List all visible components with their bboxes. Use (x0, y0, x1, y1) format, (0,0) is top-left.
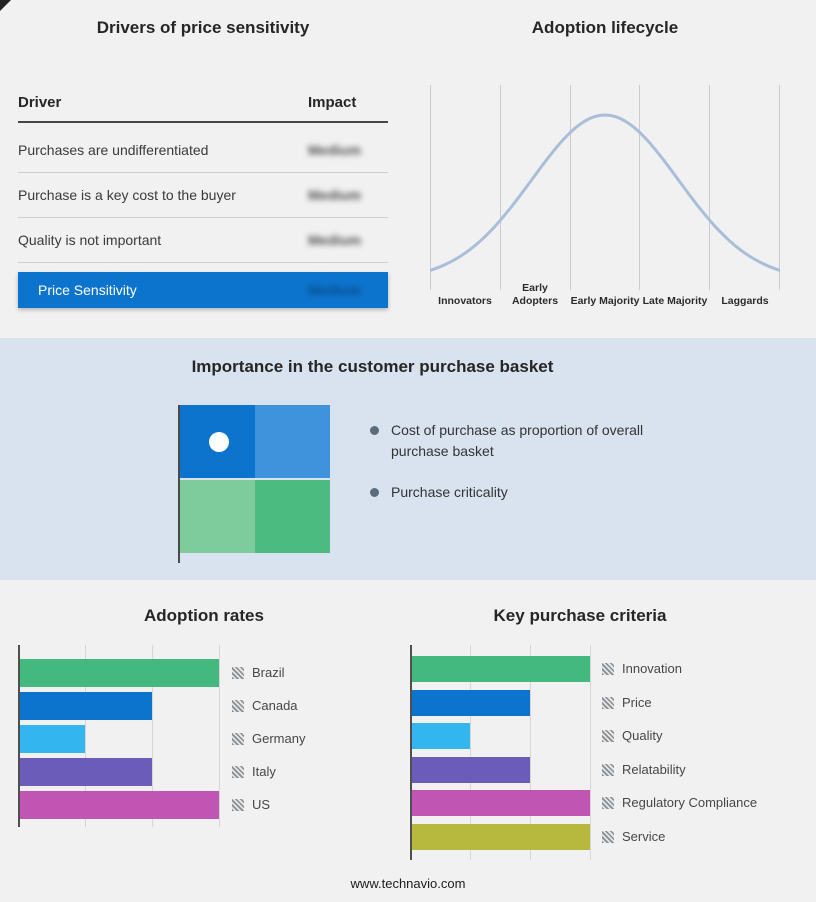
bar-gridline (590, 645, 591, 860)
price-sensitivity-panel: Drivers of price sensitivity Driver Impa… (18, 12, 388, 312)
legend-label: Relatability (622, 761, 686, 777)
bar-gridline (152, 645, 153, 827)
quadrant-cell-top-right (255, 405, 330, 478)
table-body: Purchases are undifferentiated Medium Purc… (18, 128, 388, 263)
impact-column-header: Impact (308, 94, 357, 111)
legend-label: US (252, 797, 271, 812)
bullet-item: Cost of purchase as proportion of overal… (370, 420, 655, 462)
bar-gridline (530, 645, 531, 860)
lifecycle-category-label: Laggards (721, 294, 769, 307)
legend-swatch-icon (602, 763, 614, 776)
lifecycle-category-label: Late Majority (642, 294, 708, 307)
summary-impact-redacted: Medium (308, 282, 361, 298)
lifecycle-gridline (709, 85, 711, 290)
lifecycle-curve (430, 113, 780, 272)
bar-innovation (412, 656, 590, 682)
bar-price (412, 689, 530, 716)
adoption-rates-chart: Brazil Canada Germany Italy US (18, 645, 398, 830)
legend-label: Quality (622, 728, 663, 743)
legend-swatch-icon (232, 766, 244, 778)
table-header-row: Driver Impact (18, 94, 388, 123)
legend-label: Innovation (622, 661, 682, 676)
basket-section-title: Importance in the customer purchase bask… (191, 357, 554, 376)
bar-italy (20, 758, 152, 786)
impact-cell-redacted: Medium (308, 232, 361, 248)
adoption-rates-title: Adoption rates (144, 606, 264, 625)
driver-cell: Purchases are undifferentiated (18, 142, 209, 158)
bullet-text: Cost of purchase as proportion of overal… (391, 422, 644, 459)
quadrant-cell-bottom-left (180, 480, 255, 553)
legend-swatch-icon (232, 667, 244, 679)
bullet-text: Purchase criticality (391, 484, 508, 500)
position-marker-dot (209, 432, 229, 452)
driver-column-header: Driver (18, 94, 62, 111)
legend-label: Price (622, 694, 652, 710)
bar-us (20, 791, 219, 819)
driver-cell: Quality is not important (18, 232, 162, 248)
purchase-basket-section: Importance in the customer purchase bask… (0, 338, 816, 580)
drivers-panel-title: Drivers of price sensitivity (96, 18, 310, 37)
legend-swatch-icon (232, 733, 244, 745)
lifecycle-plot (430, 85, 780, 290)
legend-swatch-icon (602, 730, 614, 742)
legend-swatch-icon (232, 799, 244, 811)
legend-swatch-icon (602, 830, 614, 843)
bar-axis (18, 645, 20, 827)
lifecycle-axis-labels: Innovators Early Adopters Early Majority La… (430, 278, 780, 308)
legend-swatch-icon (602, 696, 614, 709)
bar-gridline (85, 645, 86, 827)
quadrant-axis-line (178, 405, 180, 563)
bar-axis (410, 645, 412, 860)
price-sensitivity-summary-row: Price Sensitivity Medium (18, 272, 388, 308)
lifecycle-gridline (779, 85, 780, 290)
bullet-item: Purchase criticality (370, 482, 655, 503)
bar-gridline (470, 645, 471, 860)
lifecycle-panel-title: Adoption lifecycle (531, 18, 679, 37)
legend-label: Brazil (252, 665, 285, 680)
lifecycle-gridline (639, 85, 641, 290)
bullet-list: Cost of purchase as proportion of overal… (370, 420, 655, 523)
key-purchase-criteria-chart: Innovation Price Quality Relatability Regula… (410, 645, 810, 865)
driver-cell: Purchase is a key cost to the buyer (18, 187, 236, 203)
impact-cell-redacted: Medium (308, 187, 361, 203)
bar-regulatory-compliance (412, 790, 590, 816)
driver-row: Purchases are undifferentiated Medium (18, 128, 388, 173)
lifecycle-gridline (499, 85, 501, 290)
lifecycle-gridline (569, 85, 571, 290)
legend-swatch-icon (602, 663, 614, 675)
bar-relatability (412, 756, 530, 783)
bullet-icon (370, 488, 379, 497)
legend-label: Canada (252, 698, 298, 713)
bar-canada (20, 692, 152, 720)
quadrant-cell-bottom-right (255, 480, 330, 553)
legend-label: Service (622, 828, 666, 844)
driver-row: Quality is not important Medium (18, 218, 388, 263)
legend-label: Italy (252, 764, 276, 779)
legend-label: Germany (252, 731, 306, 746)
priority-quadrant (180, 405, 330, 553)
bar-brazil (20, 659, 219, 687)
driver-row: Purchase is a key cost to the buyer Mediu… (18, 173, 388, 218)
legend-label: Regulatory Compliance (622, 795, 758, 810)
bullet-icon (370, 426, 379, 435)
legend-swatch-icon (232, 700, 244, 712)
corner-fold-decoration (0, 0, 11, 11)
lifecycle-category-label: Early Adopters (511, 281, 559, 307)
bar-service (412, 823, 590, 850)
key-purchase-criteria-title: Key purchase criteria (493, 606, 667, 625)
adoption-lifecycle-panel: Adoption lifecycle Innovators Early Adopt… (430, 10, 780, 310)
bar-germany (20, 725, 85, 753)
lifecycle-category-label: Early Majority (570, 294, 640, 307)
bar-quality (412, 723, 470, 749)
impact-cell-redacted: Medium (308, 142, 361, 158)
website-url: www.technavio.com (350, 876, 466, 891)
legend-swatch-icon (602, 797, 614, 809)
lifecycle-category-label: Innovators (438, 294, 492, 307)
summary-label: Price Sensitivity (38, 282, 137, 298)
lifecycle-gridline (430, 85, 431, 290)
bar-gridline (219, 645, 220, 827)
